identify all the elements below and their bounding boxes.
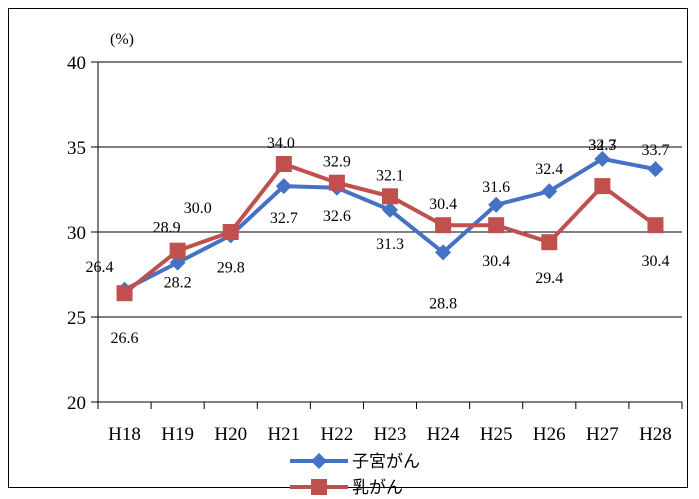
y-tick-label: 20: [67, 393, 86, 414]
x-tick-label: H26: [533, 424, 566, 445]
y-tick-label: 35: [67, 138, 86, 159]
x-tick-label: H20: [214, 424, 247, 445]
data-label: 29.8: [217, 259, 245, 276]
diamond-marker: [275, 178, 292, 195]
y-tick-label: 25: [67, 308, 86, 329]
data-label: 31.3: [376, 236, 404, 253]
legend-label: 乳がん: [352, 478, 403, 498]
x-tick-label: H18: [108, 424, 141, 445]
data-label: 31.6: [482, 179, 510, 196]
data-label: 26.4: [86, 259, 114, 276]
diamond-marker: [488, 196, 505, 213]
data-label: 34.3: [588, 137, 616, 154]
x-tick-label: H25: [480, 424, 513, 445]
diamond-marker: [541, 183, 558, 200]
y-tick-label: 40: [67, 53, 86, 74]
data-label: 32.6: [323, 208, 351, 225]
axes: 20 25 30 35 40 H18 H19 H20 H21 H22 H23 H24 H25 H26 H27…: [67, 53, 683, 445]
data-label: 32.7: [588, 137, 616, 154]
data-label: 26.6: [111, 330, 139, 347]
square-marker: [594, 178, 611, 195]
square-marker: [435, 217, 452, 234]
y-tick-label: 30: [67, 223, 86, 244]
diamond-marker: [647, 161, 664, 178]
diamond-marker: [435, 244, 452, 261]
square-marker: [222, 224, 239, 240]
legend-label: 子宮がん: [352, 452, 420, 472]
square-marker: [275, 156, 292, 172]
data-label: 28.8: [429, 295, 457, 312]
data-label: 34.0: [267, 135, 295, 152]
data-label: 28.2: [164, 275, 192, 292]
data-label: 30.4: [641, 253, 669, 270]
data-label: 28.9: [153, 220, 181, 237]
x-tick-label: H21: [267, 424, 300, 445]
data-labels: 26.6 28.2 29.8 32.7 32.6 31.3 28.8 31.6 32.4 34.3…: [86, 135, 670, 347]
diamond-marker: [382, 201, 398, 218]
legend-square-marker: [311, 479, 327, 495]
legend-diamond-marker: [311, 453, 327, 469]
gridlines: [98, 61, 682, 403]
x-tick-label: H28: [639, 424, 672, 445]
square-marker: [541, 234, 558, 251]
data-label: 29.4: [535, 270, 563, 287]
x-tick-label: H27: [586, 424, 619, 445]
square-marker: [169, 242, 186, 259]
x-tick-label: H22: [321, 424, 354, 445]
chart-frame: [8, 8, 688, 488]
square-marker: [116, 285, 133, 302]
unit-label: (%): [110, 31, 134, 48]
square-marker: [382, 188, 398, 205]
data-label: 32.4: [535, 161, 563, 178]
series-layer: [116, 150, 664, 302]
data-label: 30.0: [184, 200, 212, 217]
x-tick-label: H23: [374, 424, 407, 445]
data-label: 30.4: [482, 253, 510, 270]
data-label: 32.7: [270, 210, 298, 227]
data-label: 30.4: [429, 196, 457, 213]
square-marker: [328, 174, 345, 191]
data-label: 32.9: [323, 154, 351, 171]
square-marker: [488, 217, 505, 234]
diamond-marker: [594, 150, 611, 167]
x-tick-label: H24: [427, 424, 460, 445]
x-tick-label: H19: [161, 424, 194, 445]
data-label: 33.7: [641, 142, 669, 159]
data-label: 32.1: [376, 167, 404, 184]
square-marker: [647, 217, 664, 234]
